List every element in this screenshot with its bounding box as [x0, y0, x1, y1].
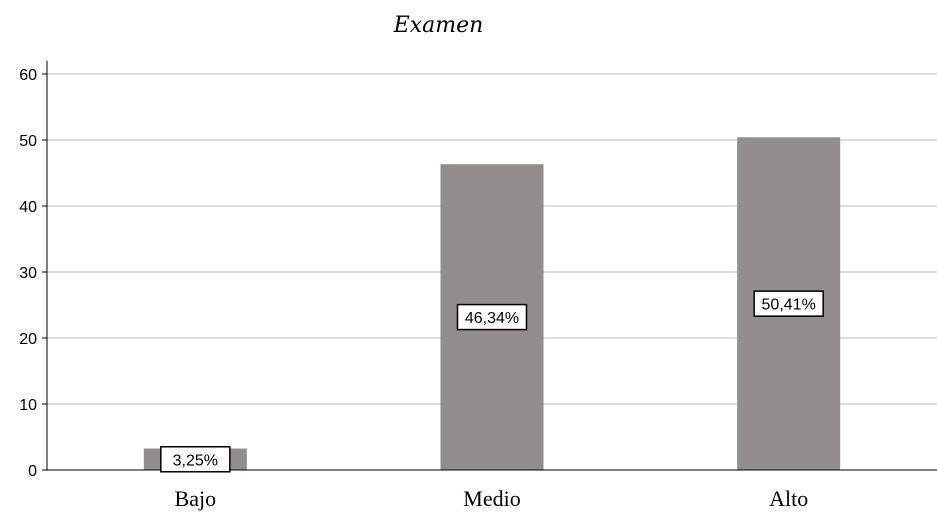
data-label: 46,34% [465, 310, 519, 327]
data-label-box [456, 303, 528, 331]
y-tick-label: 50 [19, 133, 37, 150]
data-label: 50,41% [762, 297, 816, 314]
x-category-label: Alto [769, 486, 808, 511]
y-tick-label: 0 [28, 463, 37, 480]
chart-title: Examen [393, 13, 484, 38]
y-tick-label: 10 [19, 397, 37, 414]
y-tick-label: 20 [19, 331, 37, 348]
data-label: 3,25% [173, 452, 218, 469]
x-category-label: Medio [463, 486, 520, 511]
data-label-box [160, 446, 231, 473]
y-tick-label: 30 [19, 265, 37, 282]
data-label-box [753, 290, 824, 317]
y-tick-label: 40 [19, 199, 37, 216]
y-tick-label: 60 [19, 67, 37, 84]
x-category-label: Bajo [175, 486, 217, 511]
